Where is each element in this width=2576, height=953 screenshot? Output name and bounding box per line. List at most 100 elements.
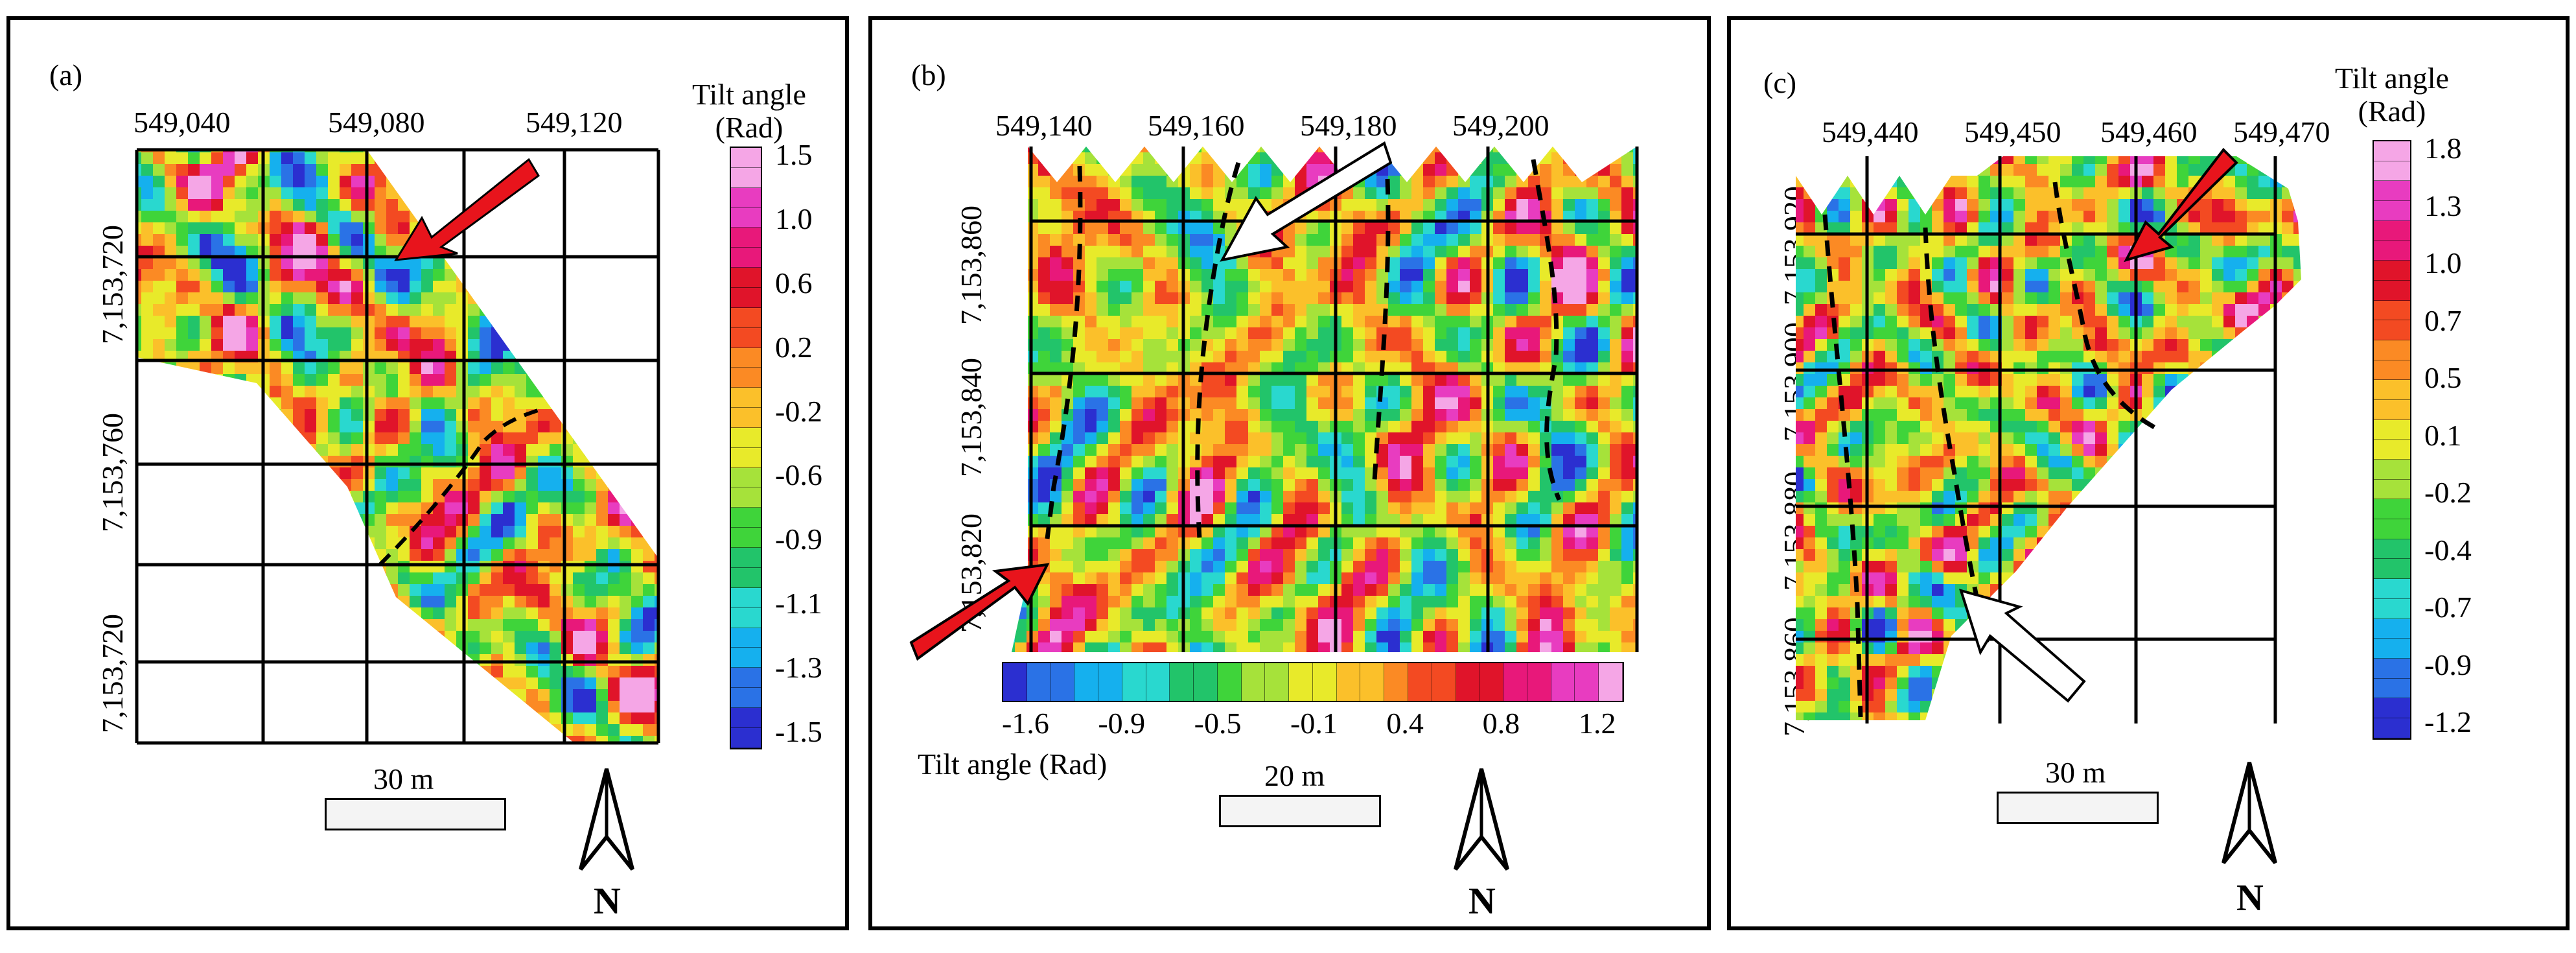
colorbar-swatch xyxy=(2374,320,2410,340)
north-arrow-icon xyxy=(1454,768,1509,871)
panel-b: (b) 549,140 549,160 549,180 549,200 7,15… xyxy=(868,16,1711,930)
colorbar-swatch xyxy=(1122,663,1146,701)
colorbar-tick-label: 0.5 xyxy=(2424,361,2462,394)
white-arrow xyxy=(1220,141,1393,262)
colorbar-swatch xyxy=(731,327,761,348)
colorbar-swatch xyxy=(731,268,761,288)
colorbar-tick-label: 1.5 xyxy=(775,138,813,171)
x-tick-label: 549,450 xyxy=(1964,115,2061,148)
panel-label: (c) xyxy=(1763,66,1797,99)
colorbar-tick-label: 0.2 xyxy=(775,330,813,364)
north-arrow-icon xyxy=(579,768,634,871)
colorbar-swatch xyxy=(731,628,761,648)
colorbar-swatch xyxy=(2374,539,2410,559)
x-tick-label: 549,080 xyxy=(328,106,425,139)
colorbar-swatch xyxy=(1241,663,1266,701)
colorbar-swatch xyxy=(2374,579,2410,599)
colorbar-tick-label: -0.5 xyxy=(1194,707,1242,740)
colorbar-swatch xyxy=(2374,261,2410,281)
colorbar-tick-label: -0.2 xyxy=(2424,476,2472,509)
colorbar-swatch xyxy=(2374,639,2410,659)
colorbar xyxy=(730,147,762,749)
colorbar-tick-label: 1.3 xyxy=(2424,189,2462,222)
colorbar-swatch xyxy=(1360,663,1385,701)
panel-c: (c) 549,440 549,450 549,460 549,470 7,15… xyxy=(1727,16,2570,930)
x-tick-label: 549,460 xyxy=(2100,115,2198,148)
colorbar-title: Tilt angle (Rad) xyxy=(2335,62,2449,128)
x-tick-label: 549,180 xyxy=(1300,109,1397,142)
tilt-angle-map xyxy=(909,141,1639,661)
colorbar-swatch xyxy=(731,708,761,728)
colorbar-tick-label: -0.7 xyxy=(2424,591,2472,624)
colorbar-tick-label: -1.2 xyxy=(2424,705,2472,738)
colorbar-swatch xyxy=(1217,663,1242,701)
colorbar-swatch xyxy=(731,228,761,248)
tilt-angle-map xyxy=(135,148,660,745)
colorbar-swatch xyxy=(731,288,761,308)
lineament-dashed-line xyxy=(378,407,542,567)
colorbar-swatch xyxy=(1479,663,1504,701)
colorbar-swatch xyxy=(2374,340,2410,360)
colorbar xyxy=(2373,140,2411,740)
colorbar-swatch xyxy=(2374,499,2410,520)
colorbar-swatch xyxy=(1551,663,1575,701)
colorbar-swatch xyxy=(731,187,761,208)
colorbar-swatch xyxy=(731,587,761,608)
scale-bar xyxy=(1219,795,1381,827)
tilt-angle-map xyxy=(1796,147,2301,724)
colorbar-swatch xyxy=(1408,663,1432,701)
colorbar-swatch xyxy=(1503,663,1527,701)
colorbar-swatch xyxy=(731,248,761,268)
colorbar-swatch xyxy=(2374,419,2410,440)
colorbar-swatch xyxy=(1027,663,1051,701)
red-arrow xyxy=(2124,147,2238,263)
colorbar-tick-label: -0.1 xyxy=(1290,707,1338,740)
colorbar-swatch xyxy=(731,148,761,168)
colorbar-swatch xyxy=(2374,181,2410,202)
colorbar-swatch xyxy=(2374,718,2410,738)
colorbar-swatch xyxy=(731,727,761,748)
colorbar-swatch xyxy=(2374,698,2410,718)
colorbar-swatch xyxy=(2374,220,2410,241)
colorbar-swatch xyxy=(2374,360,2410,381)
colorbar-tick-label: -1.5 xyxy=(775,715,822,748)
colorbar-tick-label: -1.3 xyxy=(775,651,822,685)
colorbar-tick-label: -0.9 xyxy=(2424,648,2472,681)
colorbar-tick-label: -1.1 xyxy=(775,587,822,620)
colorbar-swatch xyxy=(2374,598,2410,619)
x-tick-label: 549,140 xyxy=(995,109,1093,142)
colorbar-swatch xyxy=(2374,141,2410,161)
colorbar-swatch xyxy=(731,207,761,228)
scale-bar xyxy=(1997,792,2159,824)
colorbar-swatch xyxy=(2374,241,2410,261)
colorbar-swatch xyxy=(2374,678,2410,699)
colorbar-swatch xyxy=(2374,280,2410,301)
colorbar-swatch xyxy=(731,668,761,688)
colorbar-swatch xyxy=(1098,663,1122,701)
scale-label: 30 m xyxy=(373,762,434,795)
colorbar-title: Tilt angle (Rad) xyxy=(692,78,806,144)
north-label: N xyxy=(594,880,621,922)
colorbar-swatch xyxy=(731,408,761,429)
colorbar-swatch xyxy=(1050,663,1075,701)
lineament-dashed-line xyxy=(1045,159,1562,539)
north-arrow-icon xyxy=(2222,762,2277,864)
colorbar-swatch xyxy=(2374,460,2410,480)
colorbar-swatch xyxy=(1146,663,1170,701)
colorbar-tick-label: -1.6 xyxy=(1002,707,1049,740)
colorbar-swatch xyxy=(1265,663,1290,701)
x-tick-label: 549,120 xyxy=(526,106,623,139)
colorbar-swatch xyxy=(1384,663,1409,701)
x-tick-label: 549,200 xyxy=(1452,109,1549,142)
colorbar-swatch xyxy=(2374,440,2410,460)
colorbar-swatch xyxy=(731,428,761,448)
colorbar-swatch xyxy=(731,388,761,408)
colorbar-swatch xyxy=(731,307,761,328)
colorbar-swatch xyxy=(1599,663,1623,701)
colorbar-tick-label: -0.4 xyxy=(2424,533,2472,567)
colorbar-swatch xyxy=(731,447,761,468)
colorbar-swatch xyxy=(731,607,761,628)
x-tick-label: 549,040 xyxy=(133,106,231,139)
panel-label: (a) xyxy=(49,58,83,91)
colorbar-swatch xyxy=(1432,663,1456,701)
